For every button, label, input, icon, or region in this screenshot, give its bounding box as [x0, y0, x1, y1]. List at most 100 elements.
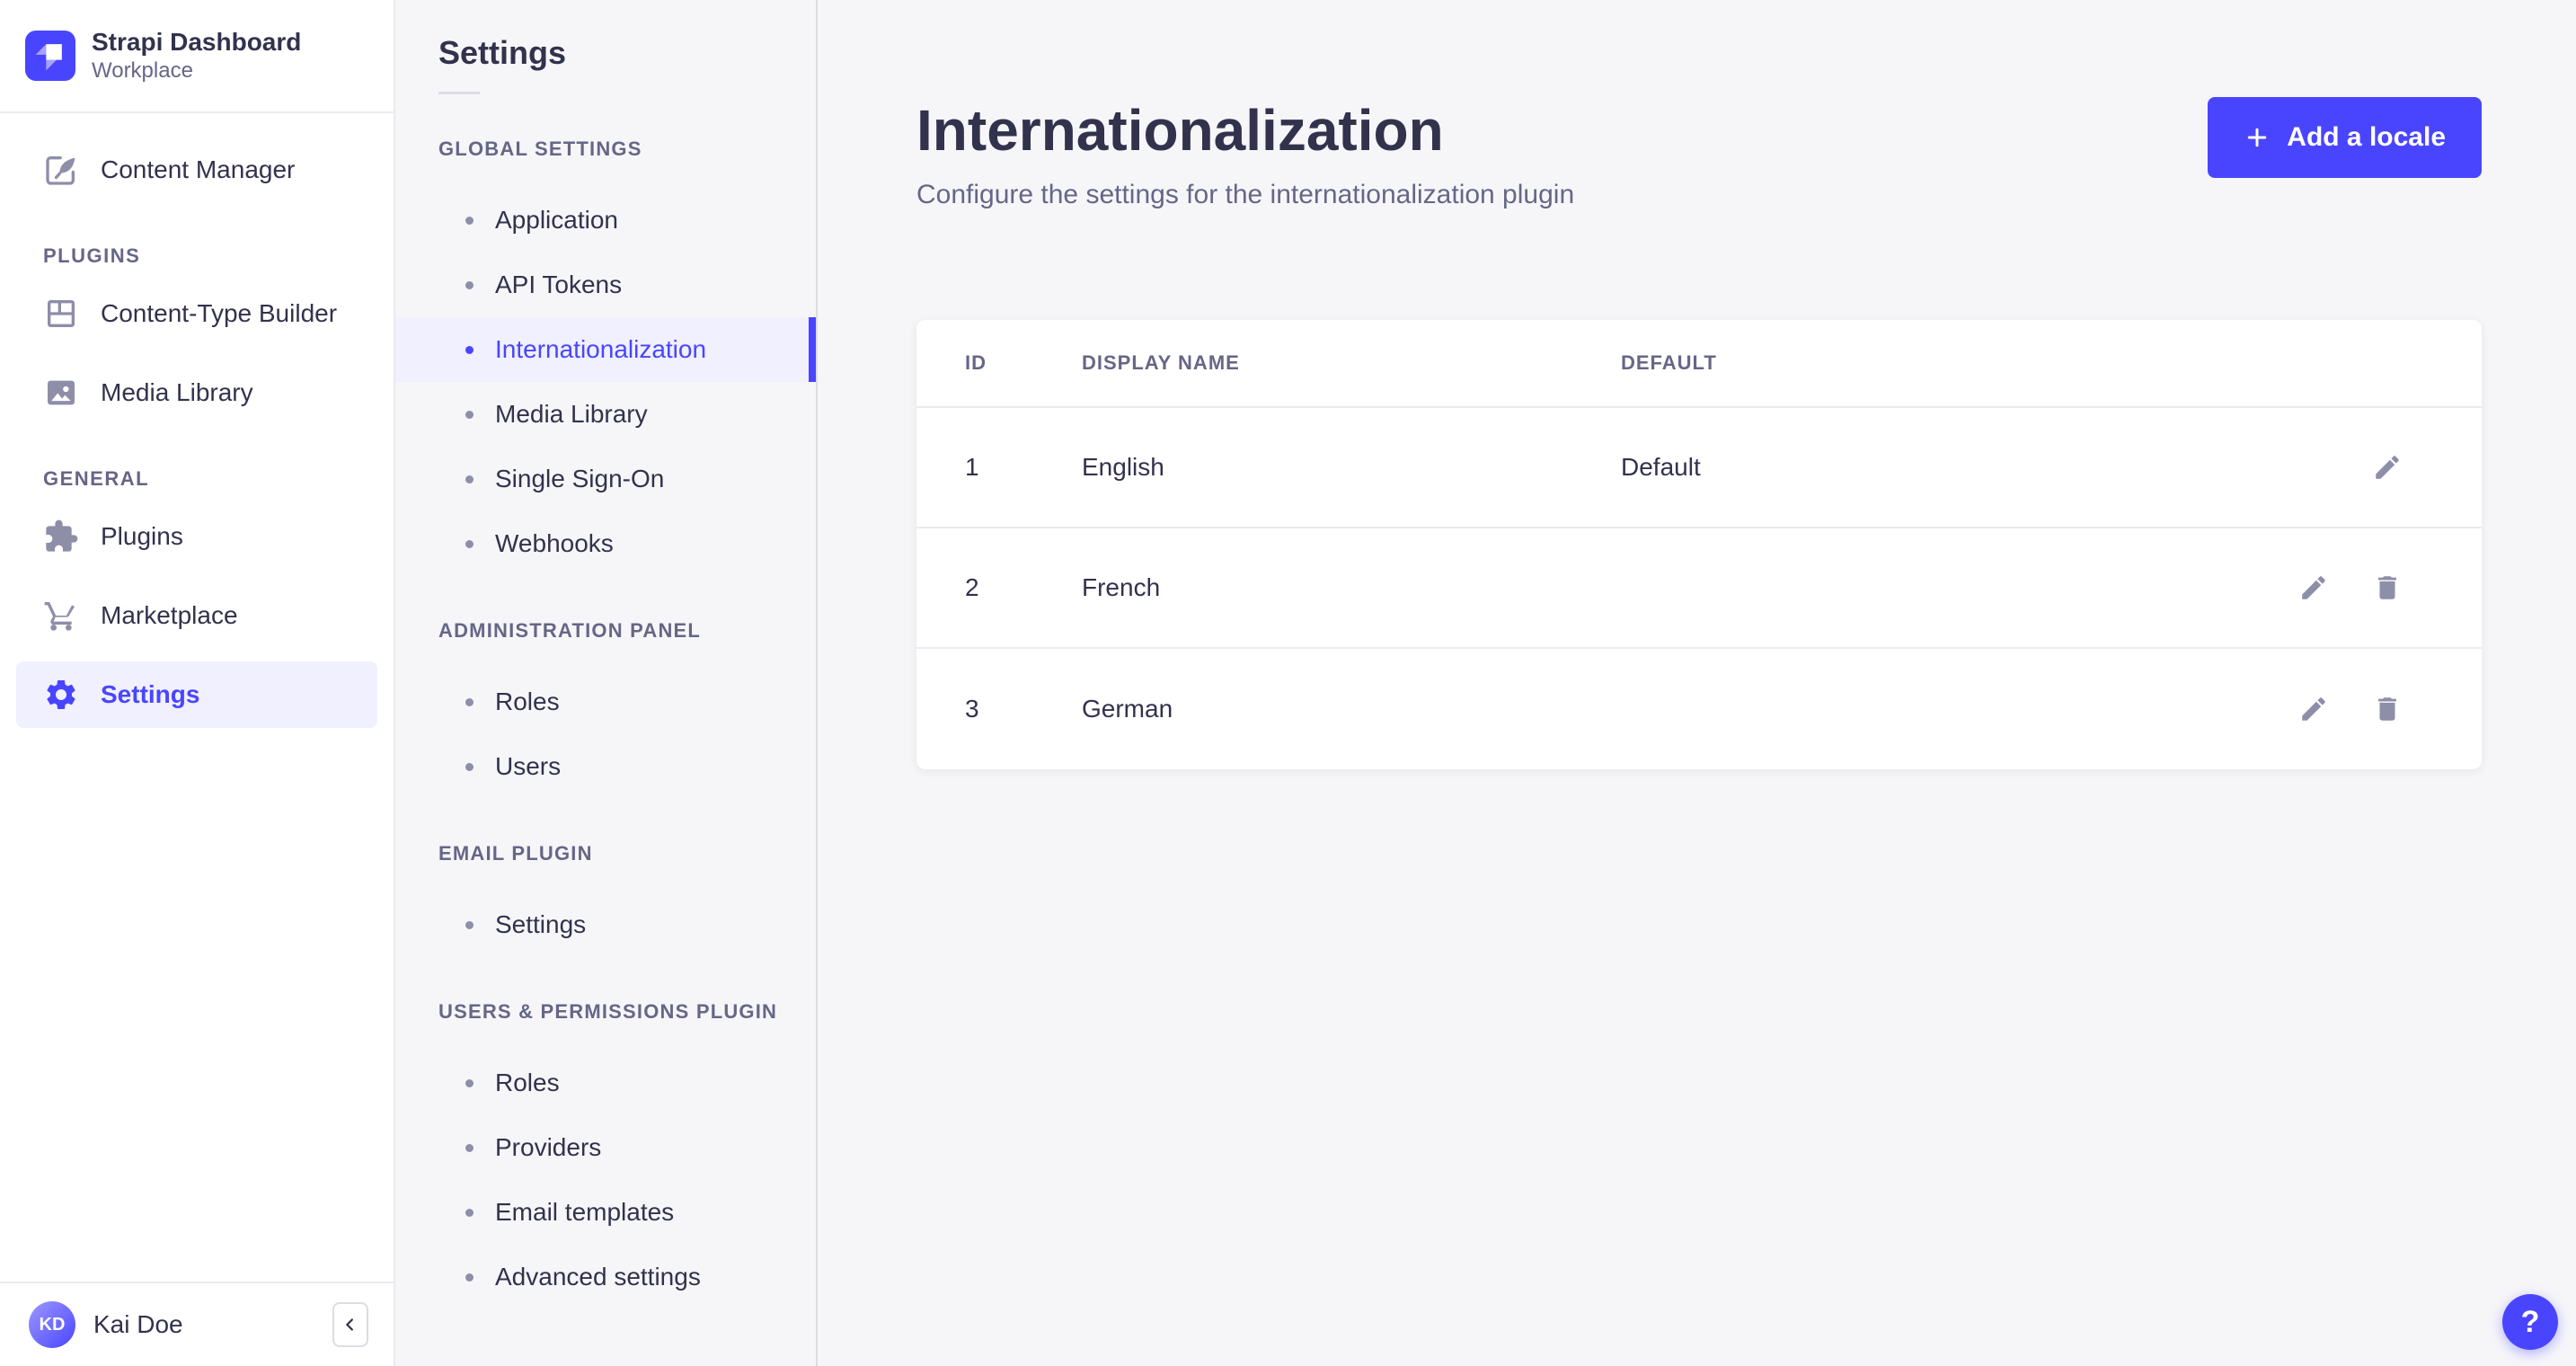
- bullet-icon: [465, 280, 474, 289]
- sidebar-item-content-type-builder[interactable]: Content-Type Builder: [16, 280, 377, 347]
- edit-locale-button[interactable]: [2298, 694, 2329, 724]
- strapi-logo-icon: [25, 31, 75, 81]
- sidebar-item-content-manager[interactable]: Content Manager: [16, 137, 377, 203]
- bullet-icon: [465, 410, 474, 419]
- bullet-icon: [465, 345, 474, 354]
- subnav-item-label: Roles: [495, 687, 560, 715]
- bullet-icon: [465, 920, 474, 929]
- pencil-icon: [2376, 456, 2399, 480]
- subnav-item-global-settings-application[interactable]: Application: [395, 188, 816, 253]
- sidebar-item-label: Settings: [101, 680, 200, 708]
- page-title: Internationalization: [916, 98, 1444, 163]
- subnav-item-label: Application: [495, 206, 618, 234]
- bullet-icon: [465, 1143, 474, 1152]
- add-locale-label: Add a locale: [2287, 122, 2446, 152]
- sidebar-item-settings[interactable]: Settings: [16, 661, 377, 728]
- sidebar-nav: Content Manager PLUGINS Content-Type Build…: [0, 113, 394, 1282]
- subnav-section-label-global-settings: GLOBAL SETTINGS: [438, 137, 642, 160]
- bullet-icon: [465, 1273, 474, 1282]
- subnav-section-label-users-permissions-plugin: USERS & PERMISSIONS PLUGIN: [438, 1000, 778, 1023]
- subnav-item-label: Advanced settings: [495, 1263, 701, 1291]
- cell-display-name: French: [1082, 573, 1161, 602]
- content-header: Internationalization Configure the setti…: [916, 97, 2482, 210]
- subnav-item-users-permissions-plugin-email-templates[interactable]: Email templates: [395, 1180, 816, 1245]
- col-header-default: DEFAULT: [1621, 351, 1717, 375]
- sidebar-item-label: Content-Type Builder: [101, 299, 338, 327]
- sidebar-footer: KD Kai Doe: [0, 1282, 394, 1366]
- edit-locale-button[interactable]: [2372, 452, 2403, 483]
- collapse-sidebar-button[interactable]: [332, 1302, 368, 1347]
- subnav-item-administration-panel-users[interactable]: Users: [395, 734, 816, 799]
- subnav-item-email-plugin-settings[interactable]: Settings: [395, 892, 816, 957]
- subnav-item-global-settings-media-library[interactable]: Media Library: [395, 382, 816, 447]
- cell-default: Default: [1621, 453, 1701, 482]
- workspace-header: Strapi Dashboard Workplace: [0, 0, 394, 113]
- row-actions: [2241, 452, 2403, 483]
- subnav-item-label: Providers: [495, 1133, 602, 1161]
- subnav-sections: GLOBAL SETTINGS Application API Tokens Inte…: [395, 137, 816, 1309]
- bullet-icon: [465, 216, 474, 225]
- subnav-item-users-permissions-plugin-providers[interactable]: Providers: [395, 1115, 816, 1180]
- subnav-item-users-permissions-plugin-advanced-settings[interactable]: Advanced settings: [395, 1245, 816, 1309]
- add-locale-button[interactable]: Add a locale: [2208, 97, 2482, 178]
- help-button[interactable]: ?: [2502, 1294, 2558, 1350]
- pen-icon: [43, 152, 79, 188]
- sidebar-section-label-plugins: PLUGINS: [43, 244, 141, 267]
- subnav-item-users-permissions-plugin-roles[interactable]: Roles: [395, 1051, 816, 1115]
- table-header-row: ID DISPLAY NAME DEFAULT: [916, 320, 2482, 409]
- bullet-icon: [465, 1078, 474, 1087]
- avatar: KD: [29, 1301, 75, 1348]
- pencil-icon: [2302, 697, 2325, 722]
- table-row-locale-english: 1 English Default: [916, 408, 2482, 529]
- layout-icon: [43, 296, 79, 332]
- app-title: Strapi Dashboard: [92, 27, 302, 56]
- bullet-icon: [465, 697, 474, 706]
- row-actions: [2241, 694, 2403, 724]
- delete-locale-button[interactable]: [2372, 694, 2403, 724]
- sidebar-section-label-general: GENERAL: [43, 467, 150, 490]
- subnav-item-administration-panel-roles[interactable]: Roles: [395, 670, 816, 734]
- subnav-item-label: API Tokens: [495, 271, 623, 298]
- image-icon: [43, 375, 79, 411]
- subnav-item-label: Email templates: [495, 1198, 675, 1226]
- subnav-item-global-settings-webhooks[interactable]: Webhooks: [395, 511, 816, 576]
- sidebar-item-label: Marketplace: [101, 601, 238, 629]
- subnav-title-divider: [438, 92, 480, 94]
- col-header-display-name: DISPLAY NAME: [1082, 351, 1240, 375]
- subnav-item-label: Single Sign-On: [495, 465, 665, 492]
- subnav-item-label: Webhooks: [495, 529, 614, 557]
- edit-locale-button[interactable]: [2298, 572, 2329, 603]
- subnav-item-global-settings-internationalization[interactable]: Internationalization: [395, 317, 816, 382]
- gear-icon: [43, 677, 79, 713]
- locales-table: ID DISPLAY NAME DEFAULT 1 English Default 2…: [916, 320, 2482, 770]
- subnav-item-global-settings-single-sign-on[interactable]: Single Sign-On: [395, 447, 816, 511]
- table-body: 1 English Default 2 French 3 German: [916, 408, 2482, 769]
- page-subtitle: Configure the settings for the internati…: [916, 180, 1575, 210]
- subnav-item-global-settings-api-tokens[interactable]: API Tokens: [395, 253, 816, 317]
- page-heading: Internationalization Configure the setti…: [916, 99, 1574, 210]
- cell-display-name: German: [1082, 695, 1173, 723]
- cell-display-name: English: [1082, 453, 1164, 482]
- cart-icon: [43, 598, 79, 634]
- trash-icon: [2378, 576, 2396, 600]
- main-sidebar: Strapi Dashboard Workplace Content Manag…: [0, 0, 395, 1366]
- sidebar-item-media-library[interactable]: Media Library: [16, 359, 377, 426]
- workspace-name: Workplace: [92, 58, 193, 84]
- sidebar-item-label: Plugins: [101, 522, 183, 550]
- sidebar-item-label: Media Library: [101, 378, 253, 406]
- bullet-icon: [465, 539, 474, 548]
- subnav-item-label: Settings: [495, 910, 587, 938]
- main-content: Internationalization Configure the setti…: [818, 0, 2576, 1366]
- subnav-section-label-email-plugin: EMAIL PLUGIN: [438, 842, 593, 865]
- row-actions: [2241, 572, 2403, 603]
- col-header-id: ID: [965, 351, 987, 375]
- bullet-icon: [465, 475, 474, 483]
- cell-id: 2: [965, 573, 979, 602]
- subnav-item-label: Internationalization: [495, 335, 707, 363]
- delete-locale-button[interactable]: [2372, 572, 2403, 603]
- sidebar-item-marketplace[interactable]: Marketplace: [16, 582, 377, 649]
- sidebar-item-plugins[interactable]: Plugins: [16, 503, 377, 570]
- bullet-icon: [465, 1208, 474, 1217]
- subnav-section-label-administration-panel: ADMINISTRATION PANEL: [438, 619, 702, 642]
